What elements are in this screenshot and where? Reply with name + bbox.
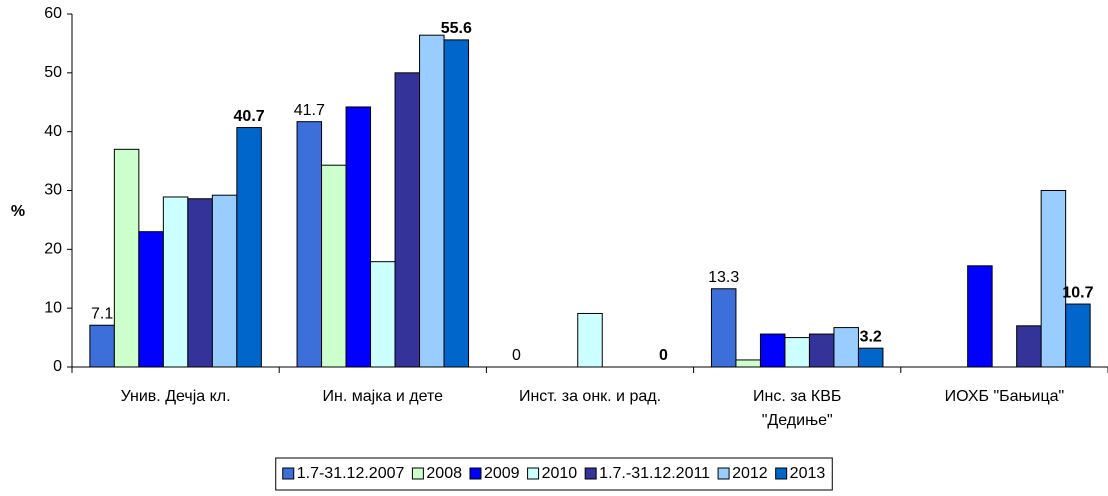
- bar: [710, 288, 737, 368]
- bar: [211, 194, 238, 368]
- legend-label: 2010: [542, 465, 578, 482]
- bar: [296, 121, 323, 368]
- legend-label: 2012: [732, 465, 768, 482]
- data-label: 13.3: [708, 269, 739, 286]
- bar: [370, 261, 396, 368]
- legend-swatch: [411, 467, 424, 480]
- x-tick-label: Инст. за онк. и рад.: [519, 388, 661, 405]
- y-tick-label: 20: [44, 241, 62, 258]
- legend-label: 1.7-31.12.2007: [297, 465, 405, 482]
- legend-swatch: [527, 467, 540, 480]
- y-tick-label: 0: [53, 358, 62, 375]
- bar: [394, 72, 421, 368]
- bar: [759, 333, 786, 368]
- x-tick-label: Унив. Дечја кл.: [121, 388, 231, 405]
- legend-box: [275, 457, 833, 491]
- bar: [187, 198, 213, 368]
- y-tick-label: 50: [44, 64, 62, 81]
- y-axis-label: %: [11, 203, 25, 220]
- bar: [113, 148, 140, 368]
- bar: [735, 359, 761, 368]
- bar: [1040, 190, 1067, 368]
- bar: [138, 231, 164, 368]
- bar: [857, 347, 884, 368]
- data-label: 7.1: [91, 305, 113, 322]
- x-tick-label: "Дедиње": [762, 412, 833, 429]
- legend-label: 2008: [426, 465, 462, 482]
- bar: [89, 324, 115, 368]
- data-label: 3.2: [860, 328, 882, 345]
- bar: [967, 265, 993, 368]
- bar: [419, 34, 445, 368]
- bar: [1016, 325, 1042, 368]
- legend-swatch: [469, 467, 482, 480]
- y-tick-label: 40: [44, 123, 62, 140]
- bar: [1065, 303, 1091, 368]
- bar: [808, 333, 835, 368]
- data-label: 55.6: [441, 20, 472, 37]
- bar: [833, 327, 859, 368]
- data-label: 10.7: [1062, 284, 1093, 301]
- bar: [236, 127, 262, 368]
- legend-label: 2009: [484, 465, 520, 482]
- x-tick-label: ИОХБ "Бањица": [945, 388, 1065, 405]
- legend: 1.7-31.12.2007 2008 2009 2010 1.7.-31.12.201…: [282, 465, 826, 482]
- bar: [577, 312, 603, 368]
- legend-swatch: [584, 467, 597, 480]
- data-label: 0: [659, 347, 668, 364]
- y-tick-label: 30: [44, 182, 62, 199]
- x-tick-label: Ин. мајка и дете: [323, 388, 444, 405]
- legend-swatch: [717, 467, 730, 480]
- bar: [321, 164, 347, 368]
- legend-label: 2013: [790, 465, 826, 482]
- data-label: 40.7: [234, 108, 265, 125]
- y-tick-label: 60: [44, 5, 62, 22]
- y-tick-label: 10: [44, 299, 62, 316]
- bar: [345, 106, 372, 368]
- bar: [784, 337, 810, 368]
- data-label: 0: [512, 347, 521, 364]
- bar: [443, 39, 470, 368]
- data-label: 41.7: [294, 102, 325, 119]
- legend-label: 1.7.-31.12.2011: [599, 465, 710, 482]
- legend-swatch: [282, 467, 295, 480]
- legend-swatch: [775, 467, 788, 480]
- x-tick-label: Инс. за КВБ: [753, 388, 841, 405]
- bar: [162, 196, 189, 368]
